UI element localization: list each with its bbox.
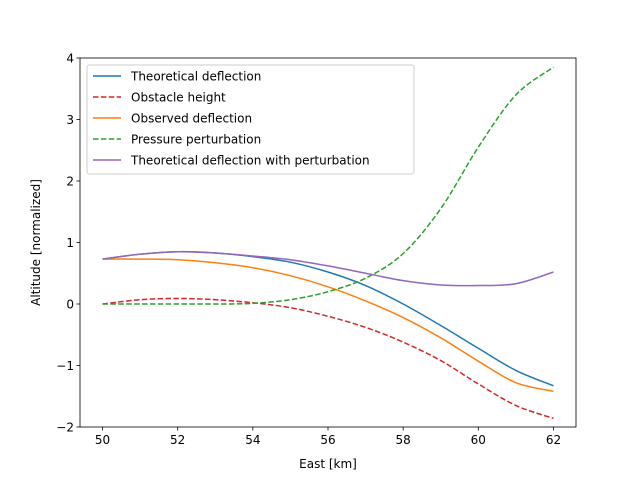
legend-label: Pressure perturbation xyxy=(131,133,261,147)
x-tick-label: 58 xyxy=(396,433,411,447)
x-tick-label: 62 xyxy=(546,433,561,447)
y-tick-label: 1 xyxy=(66,236,74,250)
y-axis-ticks: −2 −1 0 1 2 3 4 xyxy=(56,52,80,435)
series-line-obstacle-height xyxy=(102,297,554,420)
y-tick-label: −1 xyxy=(56,359,74,373)
x-tick-label: 60 xyxy=(471,433,486,447)
plot-lines xyxy=(102,66,554,420)
series-line-pressure-perturbation xyxy=(102,66,554,305)
x-axis-ticks: 50 52 54 56 58 60 62 xyxy=(95,427,561,447)
x-tick-label: 54 xyxy=(245,433,260,447)
legend-label: Theoretical deflection xyxy=(130,70,261,84)
y-tick-label: 0 xyxy=(66,298,74,312)
legend-label: Obstacle height xyxy=(131,91,226,105)
legend-label: Theoretical deflection with perturbation xyxy=(130,154,370,168)
y-tick-label: 2 xyxy=(66,175,74,189)
y-tick-label: 3 xyxy=(66,113,74,127)
y-tick-label: −2 xyxy=(56,421,74,435)
legend-box xyxy=(86,64,415,175)
x-axis-label: East [km] xyxy=(299,457,357,471)
x-tick-label: 52 xyxy=(170,433,185,447)
series-line-observed-deflection xyxy=(102,258,554,393)
x-tick-label: 50 xyxy=(95,433,110,447)
x-tick-label: 56 xyxy=(320,433,335,447)
legend-label: Observed deflection xyxy=(131,112,252,126)
series-line-theoretical-deflection-with-perturbation xyxy=(102,250,554,287)
y-tick-label: 4 xyxy=(66,52,74,66)
legend: Theoretical deflection Obstacle height Obs… xyxy=(86,64,415,175)
y-axis-label: Altitude [normalized] xyxy=(29,179,43,306)
